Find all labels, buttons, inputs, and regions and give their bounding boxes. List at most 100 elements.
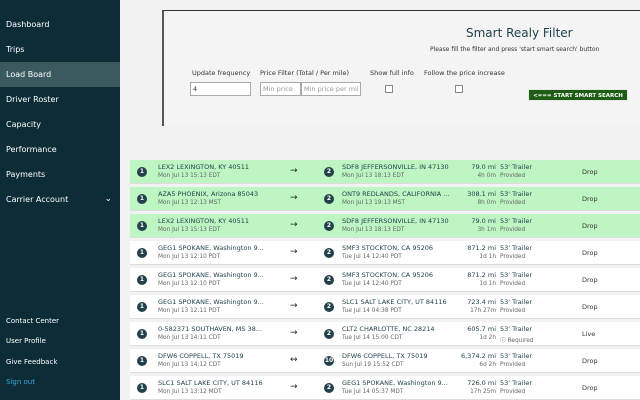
nav-carrier-account[interactable]: Carrier Account ⌄ <box>0 187 120 212</box>
trailer-status: ⓘ Required <box>500 338 534 344</box>
dest-location: CLT2 CHARLOTTE, NC 28214 <box>342 325 435 333</box>
show-full-info-checkbox[interactable] <box>385 85 393 93</box>
load-type: Drop <box>582 276 598 284</box>
duration: 1d 2h <box>479 335 496 341</box>
filter-title: Smart Realy Filter <box>466 26 573 40</box>
give-feedback-link[interactable]: Give Feedback <box>6 358 58 366</box>
update-frequency-input[interactable] <box>190 82 251 96</box>
follow-price-checkbox[interactable] <box>455 85 463 93</box>
origin-location: GEG1 SPOKANE, Washington 9... <box>158 298 264 306</box>
arrow-icon: → <box>290 166 298 176</box>
trailer: 53' Trailer <box>500 163 533 171</box>
nav-driver-roster[interactable]: Driver Roster <box>6 95 59 104</box>
trailer: 53' Trailer <box>500 352 533 360</box>
dest-time: Tue Jul 14 12:40 PDT <box>342 254 402 260</box>
filter-subtitle: Please fill the filter and press 'start … <box>430 46 600 53</box>
load-type: Live <box>582 330 596 338</box>
nav-dashboard[interactable]: Dashboard <box>6 20 50 29</box>
duration: 1d 1h <box>479 254 496 260</box>
dest-time: Tue Jul 14 12:40 PDT <box>342 281 402 287</box>
load-type: Drop <box>582 168 598 176</box>
dest-location: DFW6 COPPELL, TX 75019 <box>342 352 428 360</box>
load-row[interactable]: 1 0-582371 SOUTHAVEN, MS 38... Mon Jul 1… <box>130 322 640 346</box>
nav-performance[interactable]: Performance <box>6 145 57 154</box>
duration: 3h 1m <box>477 227 496 233</box>
trailer: 53' Trailer <box>500 244 533 252</box>
load-row[interactable]: 1 GEG1 SPOKANE, Washington 9... Mon Jul … <box>130 268 640 292</box>
arrow-icon: → <box>290 247 298 257</box>
origin-time: Mon Jul 13 12:10 PDT <box>158 254 221 260</box>
origin-time: Mon Jul 13 14:11 CDT <box>158 335 221 341</box>
origin-location: GEG1 SPOKANE, Washington 9... <box>158 271 264 279</box>
nav-trips[interactable]: Trips <box>6 45 25 54</box>
update-frequency-label: Update frequency <box>192 69 251 77</box>
chevron-down-icon: ⌄ <box>104 194 112 204</box>
load-row[interactable]: 1 GEG1 SPOKANE, Washington 9... Mon Jul … <box>130 295 640 319</box>
load-row[interactable]: 1 GEG1 SPOKANE, Washington 9... Mon Jul … <box>130 241 640 265</box>
dest-stop-badge: 2 <box>324 221 334 231</box>
distance: 6,374.2 mi <box>460 352 496 360</box>
origin-time: Mon Jul 13 15:13 EDT <box>158 173 221 179</box>
distance: 726.0 mi <box>467 379 496 387</box>
dest-location: SMF3 STOCKTON, CA 95206 <box>342 244 433 252</box>
load-row[interactable]: 1 SLC1 SALT LAKE CITY, UT 84116 Mon Jul … <box>130 376 640 400</box>
load-type: Drop <box>582 249 598 257</box>
nav-payments[interactable]: Payments <box>6 170 46 179</box>
load-type: Drop <box>582 357 598 365</box>
sidebar: Dashboard Trips Load Board Driver Roster… <box>0 0 120 400</box>
start-smart-search-button[interactable]: <=== START SMART SEARCH <box>528 89 628 101</box>
sign-out-link[interactable]: Sign out <box>6 378 35 386</box>
show-full-info-label: Show full info <box>370 69 414 77</box>
nav-load-board[interactable]: Load Board <box>0 62 120 87</box>
duration: 1d 1h <box>479 281 496 287</box>
distance: 871.2 mi <box>467 244 496 252</box>
dest-location: SMF3 STOCKTON, CA 95206 <box>342 271 433 279</box>
dest-time: Sun Jul 19 15:52 CDT <box>342 362 404 368</box>
duration: 6d 2h <box>479 362 496 368</box>
origin-stop-badge: 1 <box>137 329 147 339</box>
dest-location: SDF8 JEFFERSONVILLE, IN 47130 <box>342 217 449 225</box>
arrow-icon: → <box>290 274 298 284</box>
trailer: 53' Trailer <box>500 325 533 333</box>
origin-location: LEX2 LEXINGTON, KY 40511 <box>158 163 249 171</box>
price-filter-label: Price Filter (Total / Per mile) <box>260 69 350 77</box>
arrow-icon: → <box>290 382 298 392</box>
trailer: 53' Trailer <box>500 379 533 387</box>
trailer-status: Provided <box>500 362 526 368</box>
min-price-per-mile-input[interactable] <box>301 82 361 96</box>
distance: 79.0 mi <box>471 163 496 171</box>
trailer: 53' Trailer <box>500 271 533 279</box>
origin-location: LEX2 LEXINGTON, KY 40511 <box>158 217 249 225</box>
dest-stop-badge: 2 <box>324 383 334 393</box>
nav-capacity[interactable]: Capacity <box>6 120 41 129</box>
arrow-icon: → <box>290 328 298 338</box>
min-price-input[interactable] <box>260 82 301 96</box>
dest-location: GEG1 SPOKANE, Washington 9... <box>342 379 448 387</box>
dest-time: Tue Jul 14 05:37 MDT <box>342 389 404 395</box>
trailer-status: Provided <box>500 227 526 233</box>
load-row[interactable]: 1 LEX2 LEXINGTON, KY 40511 Mon Jul 13 15… <box>130 160 640 184</box>
load-row[interactable]: 1 LEX2 LEXINGTON, KY 40511 Mon Jul 13 15… <box>130 214 640 238</box>
origin-stop-badge: 1 <box>137 221 147 231</box>
trailer-status: Provided <box>500 200 526 206</box>
origin-location: DFW6 COPPELL, TX 75019 <box>158 352 244 360</box>
load-type: Drop <box>582 303 598 311</box>
nav-carrier-account-label: Carrier Account <box>6 195 69 204</box>
origin-stop-badge: 1 <box>137 302 147 312</box>
trailer-status: Provided <box>500 173 526 179</box>
follow-price-label: Follow the price increase <box>424 69 505 77</box>
dest-time: Mon Jul 13 19:13 MST <box>342 200 405 206</box>
origin-location: SLC1 SALT LAKE CITY, UT 84116 <box>158 379 263 387</box>
dest-stop-badge: 2 <box>324 194 334 204</box>
trailer-status: Provided <box>500 254 526 260</box>
load-row[interactable]: 1 DFW6 COPPELL, TX 75019 Mon Jul 13 14:1… <box>130 349 640 373</box>
dest-time: Tue Jul 14 15:00 CDT <box>342 335 403 341</box>
load-row[interactable]: 1 AZA5 PHOENIX, Arizona 85043 Mon Jul 13… <box>130 187 640 211</box>
origin-time: Mon Jul 13 12:10 PDT <box>158 281 221 287</box>
origin-time: Mon Jul 13 12:13 MST <box>158 200 221 206</box>
user-profile-link[interactable]: User Profile <box>6 337 46 345</box>
origin-time: Mon Jul 13 13:12 MDT <box>158 389 222 395</box>
distance: 79.0 mi <box>471 217 496 225</box>
arrow-icon: ↔ <box>290 355 298 365</box>
contact-center-link[interactable]: Contact Center <box>6 317 60 325</box>
